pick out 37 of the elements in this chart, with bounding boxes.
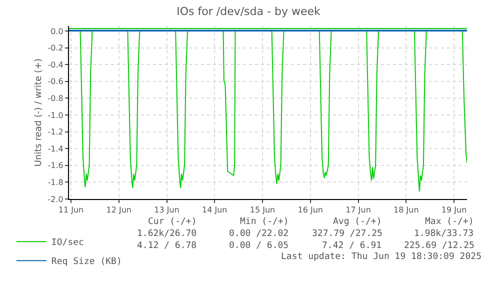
x-tick-label: 12 Jun (106, 206, 132, 215)
text: 225.69 /12.25 (404, 241, 474, 251)
text: Min (-/+) (240, 217, 289, 227)
y-tick-label: -1.4 (48, 144, 64, 154)
x-tick-label: 17 Jun (346, 206, 371, 215)
y-axis-title: Units read (-) / write (+) (34, 58, 44, 167)
legend-label: Req Size (KB) (51, 257, 122, 268)
y-tick-label: -1.8 (48, 178, 64, 187)
text: Max (-/+) (425, 217, 474, 227)
x-tick-label: 15 Jun (250, 206, 276, 215)
text: 1.62k/26.70 (137, 229, 197, 239)
text: 7.42 / 6.91 (322, 241, 382, 251)
chart-title: IOs for /dev/sda - by week (176, 4, 321, 18)
x-tick-label: 19 Jun (441, 206, 467, 215)
x-tick-label: 14 Jun (202, 206, 228, 215)
x-tick-label: 18 Jun (394, 206, 419, 215)
y-tick-label: -2.0 (48, 194, 64, 204)
y-tick-label: -1.6 (48, 161, 64, 170)
y-tick-label: 0.0 (50, 26, 64, 36)
text: 0.00 /22.02 (229, 229, 289, 239)
y-tick-label: -0.6 (48, 77, 64, 86)
text: Last update: Thu Jun 19 18:30:09 2025 (281, 252, 482, 262)
text: Avg (-/+) (333, 217, 382, 227)
legend-label: IO/sec (51, 238, 84, 248)
x-tick-label: 13 Jun (154, 206, 180, 215)
text: 1.98k/33.73 (414, 229, 474, 239)
y-tick-label: -0.8 (48, 94, 64, 104)
text: Cur (-/+) (148, 217, 197, 227)
y-tick-label: -0.2 (48, 44, 64, 53)
text: 327.79 /27.25 (312, 229, 382, 239)
y-tick-label: -1.0 (48, 110, 64, 120)
y-tick-label: -0.4 (48, 60, 64, 70)
text: 0.00 / 6.05 (229, 241, 289, 251)
text: 4.12 / 6.78 (137, 241, 197, 251)
x-tick-label: 11 Jun (58, 206, 84, 215)
x-tick-label: 16 Jun (298, 206, 324, 215)
y-tick-label: -1.2 (48, 128, 64, 137)
